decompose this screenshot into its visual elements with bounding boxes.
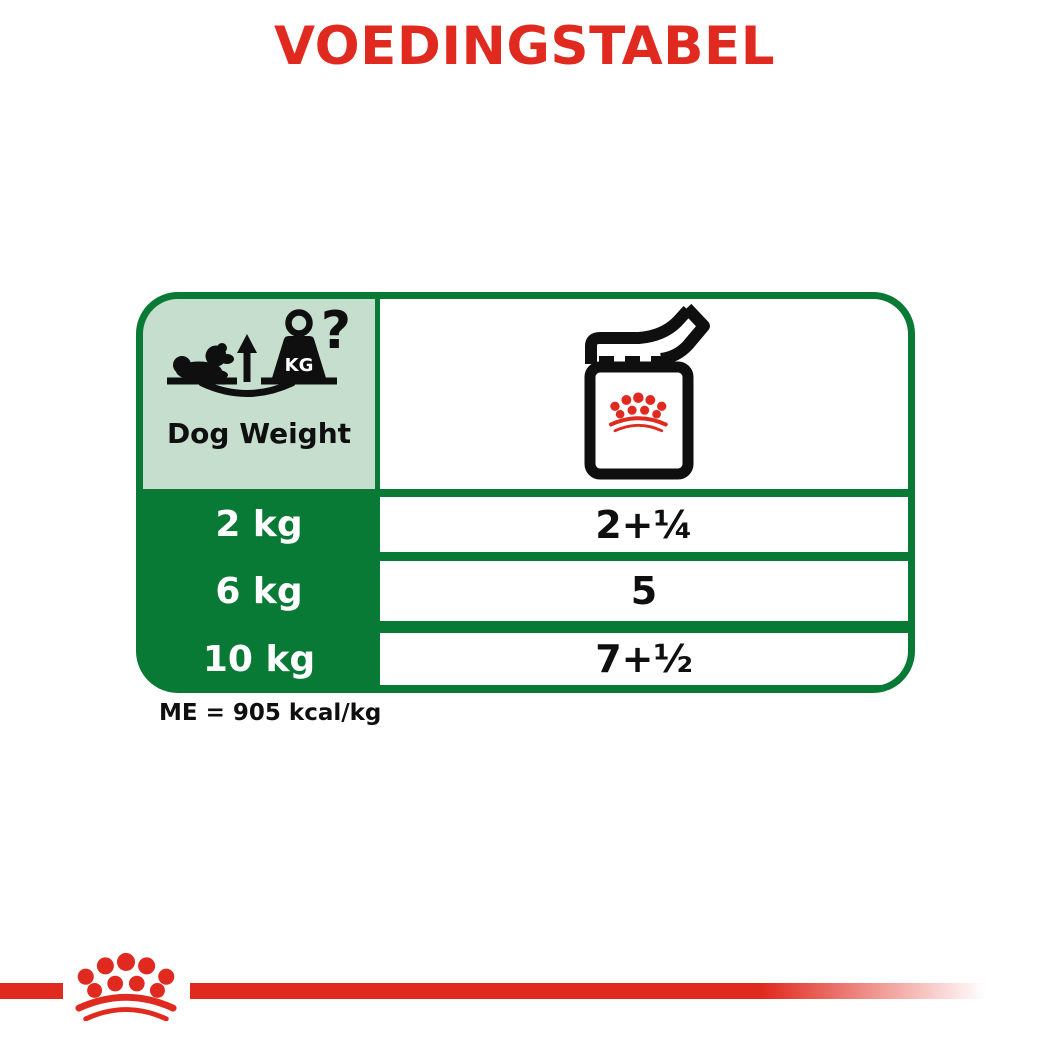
feeding-table: ? KG xyxy=(136,292,915,693)
pouch-crown-icon xyxy=(608,390,669,433)
pouch-flap-top xyxy=(585,305,693,364)
food-pouch-icon xyxy=(584,303,710,480)
kg-weight-icon: KG xyxy=(272,309,326,378)
dog-weight-header-cell: ? KG xyxy=(143,299,375,489)
pouch-body xyxy=(584,361,694,480)
weight-row-label: 6 kg xyxy=(215,570,303,612)
dog-weight-scale-icon: ? KG xyxy=(167,301,351,397)
red-divider-line-right xyxy=(190,983,985,999)
amount-cell: 5 xyxy=(380,561,908,621)
amount-cell: 7+½ xyxy=(380,633,908,685)
weight-row-label: 2 kg xyxy=(215,504,303,545)
question-mark-icon: ? xyxy=(321,301,351,361)
me-footnote: ME = 905 kcal/kg xyxy=(159,700,382,726)
dog-weight-label: Dog Weight xyxy=(166,417,352,450)
weight-row-label: 10 kg xyxy=(202,638,316,680)
balance-arc xyxy=(198,379,296,397)
pouch-header-cell xyxy=(380,299,908,489)
page-title: VOEDINGSTABEL xyxy=(273,16,776,77)
amount-cell: 2+¼ xyxy=(380,497,908,552)
balance-arrow-icon xyxy=(237,334,257,382)
dog-icon xyxy=(173,343,237,385)
royal-canin-crown-icon xyxy=(72,952,180,1021)
red-divider-line-left xyxy=(0,983,63,999)
kg-badge: KG xyxy=(285,355,314,376)
